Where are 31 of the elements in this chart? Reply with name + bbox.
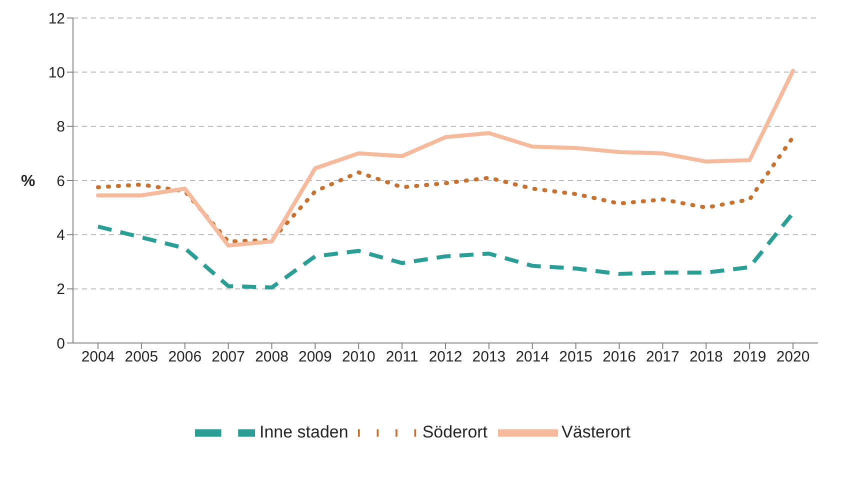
x-tick-label: 2008 bbox=[255, 348, 288, 366]
y-tick-label: 6 bbox=[56, 172, 65, 190]
line-series bbox=[96, 211, 795, 290]
y-tick-label: 10 bbox=[48, 64, 65, 82]
x-tick-label: 2014 bbox=[516, 348, 550, 366]
x-tick-label: 2010 bbox=[342, 348, 376, 366]
y-axis-title: % bbox=[21, 173, 36, 190]
x-tick-label: 2020 bbox=[776, 348, 810, 366]
x-tick-label: 2015 bbox=[559, 348, 592, 366]
legend-label: Söderort bbox=[422, 422, 488, 442]
y-tick-label: 12 bbox=[48, 10, 65, 28]
x-tick-label: 2017 bbox=[646, 348, 680, 366]
x-tick-label: 2005 bbox=[124, 348, 158, 366]
x-tick-label: 2009 bbox=[298, 348, 332, 366]
legend-label: Västerort bbox=[562, 422, 631, 442]
x-tick-label: 2018 bbox=[689, 348, 723, 366]
legend-label: Inne staden bbox=[259, 422, 348, 442]
x-tick-label: 2011 bbox=[386, 348, 418, 366]
line-series bbox=[96, 135, 795, 244]
y-tick-label: 2 bbox=[56, 281, 65, 298]
line-series bbox=[96, 68, 795, 248]
x-tick-label: 2007 bbox=[212, 348, 245, 366]
y-tick-label: 4 bbox=[56, 226, 65, 244]
y-tick-label: 8 bbox=[56, 118, 65, 136]
x-tick-label: 2012 bbox=[428, 348, 462, 366]
y-tick-label: 0 bbox=[56, 335, 65, 352]
x-tick-label: 2013 bbox=[472, 348, 506, 366]
x-tick-label: 2016 bbox=[602, 348, 636, 366]
x-tick-label: 2006 bbox=[168, 348, 202, 366]
x-tick-label: 2004 bbox=[81, 348, 115, 366]
x-tick-label: 2019 bbox=[732, 348, 766, 366]
